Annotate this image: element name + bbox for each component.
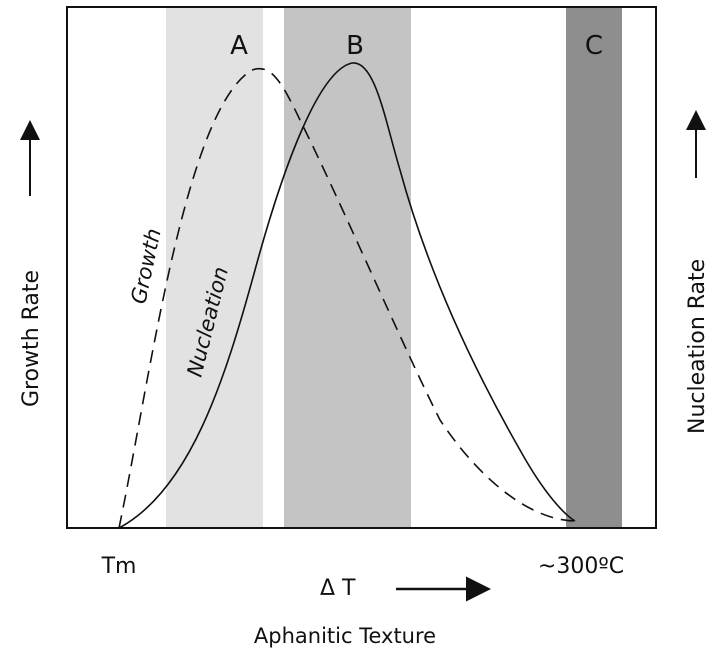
growth-rate-axis-label: Growth Rate <box>19 270 44 407</box>
band-b-label: B <box>346 31 364 61</box>
nucleation-rate-axis-label: Nucleation Rate <box>685 259 710 434</box>
nucleation-curve <box>118 62 576 529</box>
diagram-caption: Aphanitic Texture <box>254 624 436 648</box>
delta-t-label: Δ T <box>320 576 356 601</box>
band-a-label: A <box>230 31 248 61</box>
band-c <box>566 7 622 528</box>
band-c-label: C <box>585 31 603 61</box>
band-b <box>284 7 411 528</box>
x-axis-start-label: Tm <box>101 554 137 579</box>
growth-curve-label: Growth <box>126 226 165 306</box>
x-axis-end-label: ~300ºC <box>538 554 624 579</box>
growth-curve <box>118 68 576 529</box>
band-a <box>166 7 263 528</box>
plot-frame <box>66 6 657 529</box>
